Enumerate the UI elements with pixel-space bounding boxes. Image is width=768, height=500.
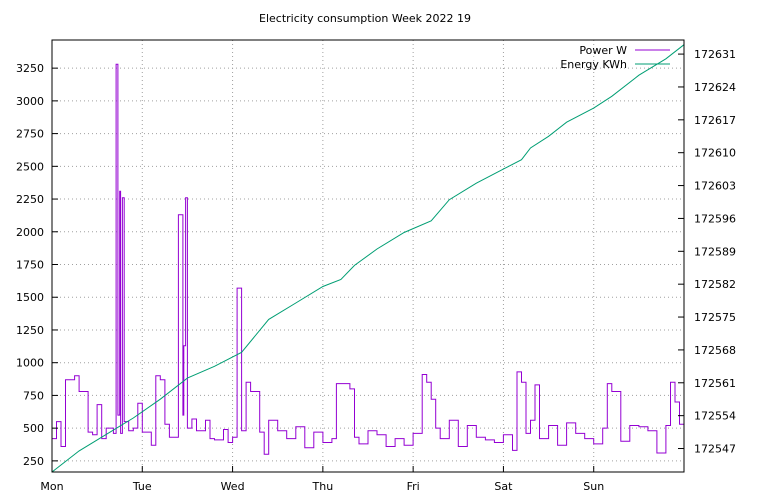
chart-title: Electricity consumption Week 2022 19 (259, 12, 471, 25)
x-tick-label: Thu (312, 480, 334, 493)
y-tick-label: 3000 (16, 95, 44, 108)
y2-tick-label: 172561 (694, 377, 736, 390)
plot-frame (51, 39, 685, 473)
series-line-power (52, 63, 685, 455)
x-tick-label: Tue (132, 480, 152, 493)
y-tick-label: 3250 (16, 62, 44, 75)
y2-tick-label: 172624 (694, 81, 736, 94)
x-tick-label: Sat (494, 480, 513, 493)
y2-tick-label: 172589 (694, 245, 736, 258)
y2-tick-label: 172582 (694, 278, 736, 291)
y-tick-label: 2000 (16, 226, 44, 239)
x-tick-label: Mon (40, 480, 63, 493)
y-tick-label: 1750 (16, 259, 44, 272)
y-tick-label: 750 (23, 389, 44, 402)
y-tick-label: 2500 (16, 160, 44, 173)
y2-tick-label: 172575 (694, 311, 736, 324)
y2-tick-label: 172596 (694, 212, 736, 225)
x-tick-label: Fri (407, 480, 420, 493)
y2-tick-label: 172603 (694, 180, 736, 193)
x-tick-label: Sun (583, 480, 604, 493)
y2-tick-label: 172547 (694, 443, 736, 456)
legend: Power W Energy KWh (560, 44, 670, 71)
y2-tick-label: 172617 (694, 114, 736, 127)
y2-tick-label: 172568 (694, 344, 736, 357)
y2-tick-label: 172610 (694, 147, 736, 160)
legend-label-power: Power W (579, 44, 627, 57)
y-tick-label: 1250 (16, 324, 44, 337)
y-tick-label: 2250 (16, 193, 44, 206)
y2-tick-label: 172554 (694, 410, 736, 423)
grid (52, 40, 684, 472)
y-tick-label: 1000 (16, 357, 44, 370)
legend-label-energy: Energy KWh (560, 58, 627, 71)
x-tick-label: Wed (221, 480, 245, 493)
series-line-energy (51, 44, 685, 473)
series-layer (51, 44, 685, 473)
axes: 250 500 750 1000 1250 1500 1750 2000 2250 2500 275… (16, 48, 736, 493)
y2-tick-label: 172631 (694, 48, 736, 61)
y-tick-label: 2750 (16, 128, 44, 141)
y-tick-label: 250 (23, 455, 44, 468)
y-tick-label: 1500 (16, 291, 44, 304)
y-tick-label: 500 (23, 422, 44, 435)
